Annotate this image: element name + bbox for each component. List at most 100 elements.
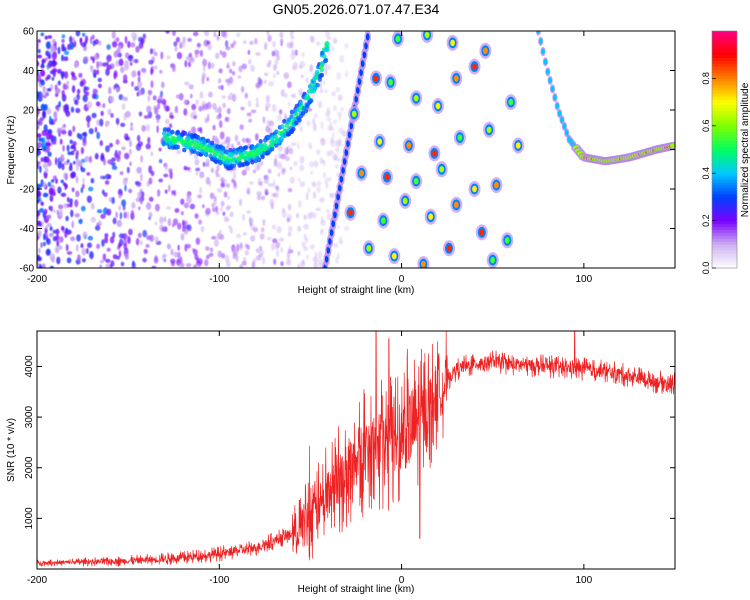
noise-speckle bbox=[313, 160, 319, 168]
noise-speckle bbox=[332, 132, 335, 139]
noise-speckle bbox=[154, 107, 159, 115]
noise-speckle bbox=[195, 167, 201, 172]
diagonal-core bbox=[347, 131, 352, 139]
noise-speckle bbox=[76, 234, 81, 242]
noise-speckle bbox=[174, 105, 179, 114]
ridge-blob bbox=[243, 145, 249, 150]
noise-speckle bbox=[274, 244, 279, 250]
diagonal-core bbox=[365, 33, 370, 41]
noise-speckle bbox=[308, 161, 315, 168]
colorbar-cell bbox=[712, 173, 737, 177]
noise-speckle bbox=[191, 103, 197, 111]
colorbar-cell bbox=[712, 42, 737, 47]
ridge-blob bbox=[250, 159, 255, 165]
colorbar-cell bbox=[712, 122, 737, 127]
noise-speckle bbox=[114, 152, 119, 158]
noise-speckle bbox=[211, 202, 216, 208]
noise-speckle bbox=[96, 243, 101, 250]
noise-speckle bbox=[53, 111, 58, 119]
noise-speckle bbox=[317, 251, 323, 260]
noise-speckle bbox=[280, 153, 286, 160]
noise-speckle bbox=[94, 126, 98, 133]
colorbar-cell bbox=[712, 60, 737, 64]
noise-speckle bbox=[95, 101, 101, 107]
noise-speckle bbox=[278, 237, 285, 242]
noise-speckle bbox=[81, 42, 86, 48]
noise-speckle bbox=[301, 241, 306, 248]
noise-speckle bbox=[80, 205, 86, 212]
noise-speckle bbox=[62, 182, 66, 187]
noise-speckle bbox=[83, 56, 89, 64]
noise-speckle bbox=[41, 130, 47, 137]
noise-speckle bbox=[269, 198, 275, 207]
noise-speckle bbox=[154, 221, 158, 226]
noise-speckle bbox=[51, 179, 55, 183]
noise-speckle bbox=[303, 214, 307, 220]
noise-speckle bbox=[262, 116, 266, 124]
noise-speckle bbox=[39, 165, 42, 174]
noise-speckle bbox=[238, 65, 243, 73]
noise-speckle bbox=[242, 256, 247, 263]
noise-speckle bbox=[164, 164, 169, 171]
spot-core bbox=[515, 142, 521, 149]
spot-core bbox=[508, 98, 514, 106]
noise-speckle bbox=[186, 224, 192, 232]
diagonal-core bbox=[354, 95, 359, 103]
noise-speckle bbox=[260, 161, 264, 166]
spot-core bbox=[472, 185, 477, 193]
noise-speckle bbox=[279, 31, 283, 38]
noise-speckle bbox=[120, 66, 125, 74]
noise-speckle bbox=[100, 259, 104, 264]
noise-speckle bbox=[128, 148, 132, 155]
noise-speckle bbox=[260, 79, 263, 86]
noise-speckle bbox=[297, 142, 300, 150]
noise-speckle bbox=[344, 225, 350, 231]
ridge-blob bbox=[255, 155, 261, 161]
noise-speckle bbox=[305, 192, 309, 201]
ridge-blob bbox=[280, 124, 285, 129]
spot-core bbox=[380, 217, 386, 224]
noise-speckle bbox=[312, 191, 317, 199]
colorbar-cell bbox=[712, 39, 737, 44]
noise-speckle bbox=[65, 243, 69, 252]
ridge-blob bbox=[312, 76, 317, 82]
noise-speckle bbox=[208, 252, 214, 257]
noise-speckle bbox=[232, 71, 236, 76]
noise-speckle bbox=[59, 236, 64, 243]
arc-core bbox=[536, 31, 541, 34]
noise-speckle bbox=[174, 46, 178, 52]
noise-speckle bbox=[320, 121, 324, 129]
noise-speckle bbox=[137, 76, 141, 83]
noise-speckle bbox=[264, 72, 269, 77]
noise-speckle bbox=[236, 32, 241, 38]
noise-speckle bbox=[46, 74, 51, 80]
noise-speckle bbox=[66, 144, 70, 152]
noise-speckle bbox=[218, 229, 223, 235]
noise-speckle bbox=[276, 161, 283, 170]
noise-speckle bbox=[265, 95, 270, 103]
colorbar-cell bbox=[712, 45, 737, 50]
noise-speckle bbox=[105, 145, 110, 153]
noise-speckle bbox=[260, 227, 265, 233]
noise-speckle bbox=[206, 77, 210, 82]
noise-speckle bbox=[310, 170, 313, 175]
noise-speckle bbox=[136, 181, 142, 187]
noise-speckle bbox=[88, 155, 93, 164]
noise-speckle bbox=[299, 181, 306, 187]
noise-speckle bbox=[120, 261, 125, 267]
noise-speckle bbox=[45, 133, 51, 141]
noise-speckle bbox=[74, 213, 80, 218]
noise-speckle bbox=[272, 40, 276, 48]
colorbar-cell bbox=[712, 220, 737, 224]
noise-speckle bbox=[276, 70, 280, 75]
noise-speckle bbox=[281, 167, 287, 172]
noise-speckle bbox=[37, 220, 42, 225]
colorbar-label: Normalized spectral amplitude bbox=[740, 82, 750, 217]
noise-speckle bbox=[136, 92, 140, 97]
noise-speckle bbox=[37, 254, 41, 261]
noise-speckle bbox=[49, 265, 54, 268]
noise-speckle bbox=[131, 260, 135, 268]
noise-speckle bbox=[69, 162, 73, 168]
diagonal-core bbox=[356, 86, 360, 94]
noise-speckle bbox=[82, 258, 86, 263]
